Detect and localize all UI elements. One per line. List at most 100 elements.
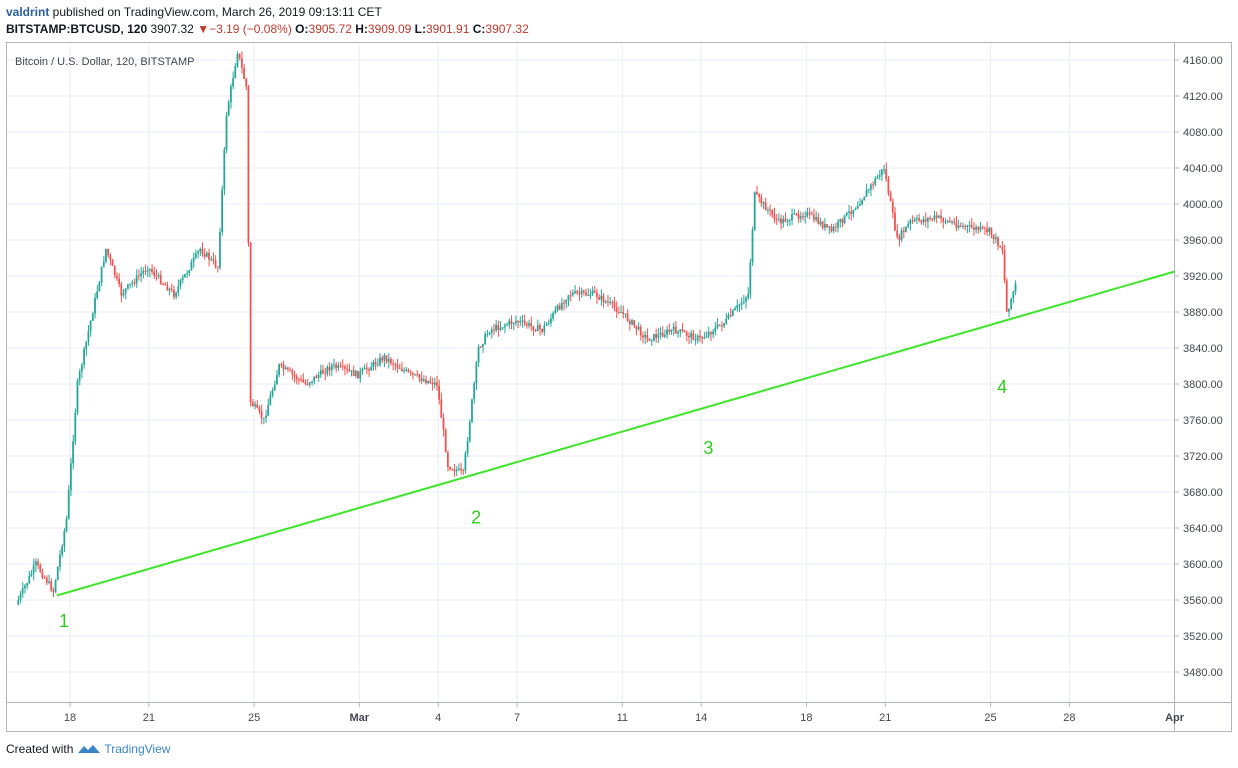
touch-point-label: 4	[997, 377, 1007, 397]
author-name[interactable]: valdrint	[6, 5, 50, 19]
price-tick-label: 3560.00	[1183, 595, 1223, 607]
candle-body	[442, 417, 445, 430]
candle-body	[162, 283, 164, 285]
candle-body	[953, 221, 956, 223]
candle-body	[173, 289, 175, 297]
candle-body	[486, 334, 489, 336]
candle-body	[843, 215, 846, 224]
price-tick-label: 4120.00	[1183, 91, 1223, 103]
candle-body	[889, 193, 892, 202]
candle-body	[755, 192, 758, 195]
candle-body	[585, 292, 587, 296]
time-tick-label: 28	[1063, 712, 1075, 724]
candle-body	[383, 355, 386, 361]
candle-body	[709, 332, 712, 335]
candle-body	[479, 346, 482, 348]
open-value: 3905.72	[308, 22, 352, 36]
time-axis[interactable]: 18 21 25 Mar 4 7 11 14 18 21 25 28 Apr	[64, 702, 1185, 724]
candle-body	[278, 364, 280, 375]
candle-body	[109, 255, 112, 260]
close-label: C:	[472, 22, 486, 36]
candle-body	[637, 326, 640, 330]
candle-body	[999, 245, 1002, 247]
candle-body	[983, 227, 986, 229]
candle-body	[460, 468, 462, 471]
candle-body	[738, 304, 741, 306]
candle-body	[501, 327, 504, 329]
candle-body	[797, 214, 800, 219]
candle-body	[32, 565, 35, 574]
candle-body	[959, 225, 962, 227]
candle-body	[926, 218, 929, 222]
candle-body	[920, 220, 923, 223]
candle-body	[405, 369, 408, 371]
candle-body	[67, 490, 70, 519]
candle-body	[747, 293, 750, 298]
tradingview-brand[interactable]: TradingView	[104, 742, 171, 756]
candle-body	[107, 248, 110, 256]
candle-body	[1005, 280, 1008, 312]
candle-body	[350, 370, 353, 372]
candle-body	[245, 78, 248, 87]
candle-body	[116, 275, 118, 279]
candle-body	[100, 266, 103, 283]
candle-body	[589, 294, 592, 296]
candle-body	[751, 229, 754, 263]
candle-body	[440, 399, 443, 418]
candle-body	[580, 290, 583, 295]
candle-body	[462, 470, 465, 472]
price-axis[interactable]: 3480.00 3520.00 3560.00 3600.00 3640.00 3680.…	[1174, 55, 1223, 679]
candle-body	[361, 369, 364, 372]
price-tick-label: 3720.00	[1183, 451, 1223, 463]
candle-body	[379, 357, 381, 365]
candle-body	[26, 583, 28, 586]
candle-body	[203, 253, 206, 257]
candle-body	[725, 318, 728, 324]
candle-body	[762, 202, 765, 204]
candle-body	[582, 290, 585, 293]
candle-body	[703, 337, 706, 339]
candle-body	[194, 253, 197, 258]
candle-body	[260, 411, 263, 419]
candle-body	[563, 302, 565, 304]
candle-body	[596, 292, 598, 298]
price-tick-label: 3960.00	[1183, 235, 1223, 247]
candle-body	[352, 370, 355, 377]
trendline[interactable]	[56, 270, 1175, 597]
time-tick-label: Mar	[350, 712, 370, 724]
candle-body	[799, 216, 802, 219]
candle-body	[370, 367, 373, 371]
touch-point-label: 1	[59, 611, 69, 631]
candle-body	[56, 566, 59, 581]
candle-body	[91, 313, 94, 321]
candle-body	[918, 218, 920, 221]
candle-body	[905, 226, 907, 233]
candle-body	[539, 325, 541, 330]
candle-body	[633, 320, 636, 326]
candle-body	[282, 364, 285, 370]
candle-body	[734, 308, 736, 311]
candle-body	[420, 378, 423, 382]
candle-body	[389, 358, 392, 364]
candle-body	[271, 390, 274, 396]
price-tick-label: 4160.00	[1183, 55, 1223, 67]
candle-body	[385, 355, 388, 362]
price-tick-label: 3480.00	[1183, 667, 1223, 679]
time-tick-label: 14	[695, 712, 707, 724]
candle-body	[387, 358, 390, 362]
candle-body	[317, 374, 320, 379]
candle-body	[234, 66, 237, 78]
publish-text: published on TradingView.com, March 26, …	[49, 5, 382, 19]
candle-body	[832, 226, 835, 232]
candle-body	[771, 210, 774, 215]
candle-body	[972, 227, 975, 230]
candle-body	[736, 305, 739, 309]
candle-body	[238, 53, 241, 59]
candle-body	[865, 190, 868, 197]
candle-body	[249, 243, 252, 403]
candle-body	[392, 363, 394, 365]
candle-body	[398, 367, 401, 369]
candle-body	[591, 290, 594, 295]
candle-body	[911, 220, 914, 222]
